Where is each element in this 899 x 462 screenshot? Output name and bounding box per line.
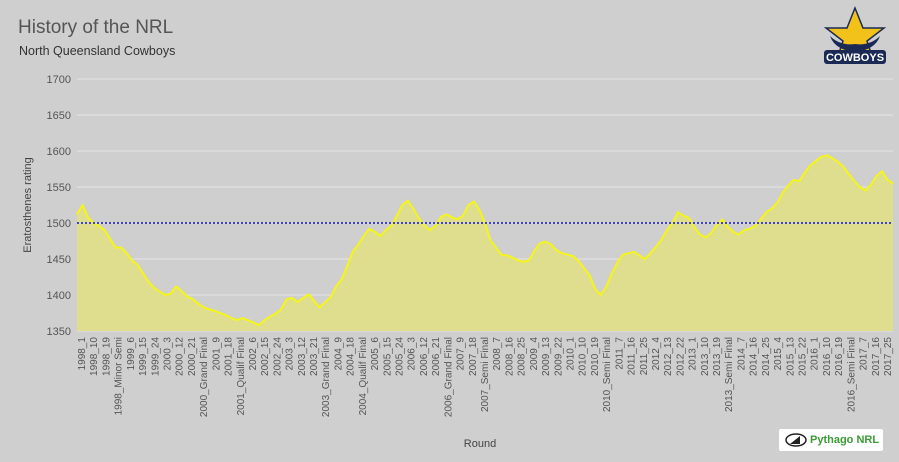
x-tick-label: 2010_10	[578, 337, 589, 376]
x-tick-label: 2007_9	[456, 337, 467, 371]
x-tick-label: 2016_10	[822, 337, 833, 376]
x-tick-label: 2015_22	[798, 337, 809, 376]
x-tick-label: 2016_19	[834, 337, 845, 376]
x-tick-label: 2017_16	[871, 337, 882, 376]
x-tick-label: 2013_1	[688, 337, 699, 371]
x-tick-label: 2014_25	[761, 337, 772, 376]
x-tick-label: 2001_9	[211, 337, 222, 371]
y-tick-label: 1600	[47, 146, 71, 158]
x-tick-label: 2010_Semi Final	[602, 337, 613, 412]
x-tick-label: 2012_13	[663, 337, 674, 376]
x-tick-label: 1998_Minor Semi	[114, 337, 125, 415]
y-tick-label: 1450	[47, 254, 71, 266]
x-tick-label: 1999_24	[150, 337, 161, 376]
x-tick-label: 2017_25	[883, 337, 894, 376]
x-tick-label: 1999_6	[126, 337, 137, 371]
x-tick-label: 2002_6	[248, 337, 259, 371]
x-tick-label: 2007_Semi Final	[480, 337, 491, 412]
x-tick-label: 2000_Grand Final	[199, 337, 210, 417]
y-tick-label: 1350	[47, 326, 71, 338]
y-axis-title: Eratosthenes rating	[22, 157, 34, 252]
x-tick-label: 2002_24	[272, 337, 283, 376]
x-tick-label: 2001_18	[224, 337, 235, 376]
x-tick-label: 2006_3	[407, 337, 418, 371]
x-tick-label: 2000_12	[175, 337, 186, 376]
x-tick-label: 2000_21	[187, 337, 198, 376]
chart-subtitle: North Queensland Cowboys	[19, 44, 176, 58]
x-tick-label: 2004_18	[346, 337, 357, 376]
x-tick-label: 2012_22	[675, 337, 686, 376]
x-tick-label: 1998_10	[89, 337, 100, 376]
x-tick-label: 2013_19	[712, 337, 723, 376]
x-tick-label: 2000_3	[163, 337, 174, 371]
y-tick-label: 1700	[47, 74, 71, 86]
y-tick-label: 1550	[47, 182, 71, 194]
x-tick-label: 2013_10	[700, 337, 711, 376]
x-tick-label: 2008_7	[492, 337, 503, 371]
chart-title: History of the NRL	[18, 17, 174, 38]
x-tick-label: 2014_7	[737, 337, 748, 371]
cowboys-logo: COWBOYS	[823, 6, 887, 64]
x-tick-label: 2014_16	[749, 337, 760, 376]
x-tick-label: 2006_21	[431, 337, 442, 376]
x-tick-label: 2001_Qualif Final	[236, 337, 247, 415]
x-tick-label: 1999_15	[138, 337, 149, 376]
x-tick-label: 2008_25	[517, 337, 528, 376]
x-tick-label: 2003_12	[297, 337, 308, 376]
x-tick-label: 2004_Qualif Final	[358, 337, 369, 415]
series-area	[77, 155, 893, 331]
x-tick-label: 2011_25	[639, 337, 650, 376]
pythago-badge[interactable]: Pythago NRL	[779, 429, 883, 451]
x-tick-label: 2011_7	[614, 337, 625, 370]
x-tick-label: 2009_13	[541, 337, 552, 376]
x-tick-label: 2011_16	[627, 337, 638, 376]
horns-shape	[830, 36, 880, 52]
x-tick-label: 2003_21	[309, 337, 320, 376]
x-tick-label: 2006_12	[419, 337, 430, 376]
x-tick-label: 2005_15	[382, 337, 393, 376]
x-tick-label: 2003_3	[285, 337, 296, 371]
y-tick-label: 1650	[47, 110, 71, 122]
x-tick-label: 2009_22	[553, 337, 564, 376]
x-tick-label: 2008_16	[504, 337, 515, 376]
x-tick-label: 2004_9	[334, 337, 345, 371]
x-tick-label: 2016_Semi Final	[846, 337, 857, 412]
x-tick-label: 1998_19	[101, 337, 112, 376]
x-tick-label: 2017_7	[859, 337, 870, 371]
x-tick-label: 2002_15	[260, 337, 271, 376]
x-tick-label: 2010_1	[566, 337, 577, 371]
badge-text: Pythago NRL	[810, 434, 880, 446]
x-tick-label: 2003_Grand Final	[321, 337, 332, 417]
y-tick-label: 1500	[47, 218, 71, 230]
x-tick-label: 2015_13	[785, 337, 796, 376]
x-tick-label: 2005_6	[370, 337, 381, 371]
x-tick-label: 2010_19	[590, 337, 601, 376]
x-tick-label: 2012_4	[651, 337, 662, 371]
x-tick-label: 2006_Grand Final	[443, 337, 454, 417]
pythago-triangle-icon	[785, 433, 807, 447]
x-axis-title: Round	[463, 438, 497, 450]
x-tick-label: 2015_4	[773, 337, 784, 371]
x-tick-label: 2013_Semi Final	[724, 337, 735, 412]
y-tick-label: 1400	[47, 290, 71, 302]
x-tick-label: 2005_24	[395, 337, 406, 376]
x-tick-label: 2009_4	[529, 337, 540, 371]
x-tick-label: 2016_1	[810, 337, 821, 371]
x-tick-label: 1998_1	[77, 337, 88, 371]
x-tick-label: 2007_18	[468, 337, 479, 376]
logo-text: COWBOYS	[826, 52, 884, 64]
